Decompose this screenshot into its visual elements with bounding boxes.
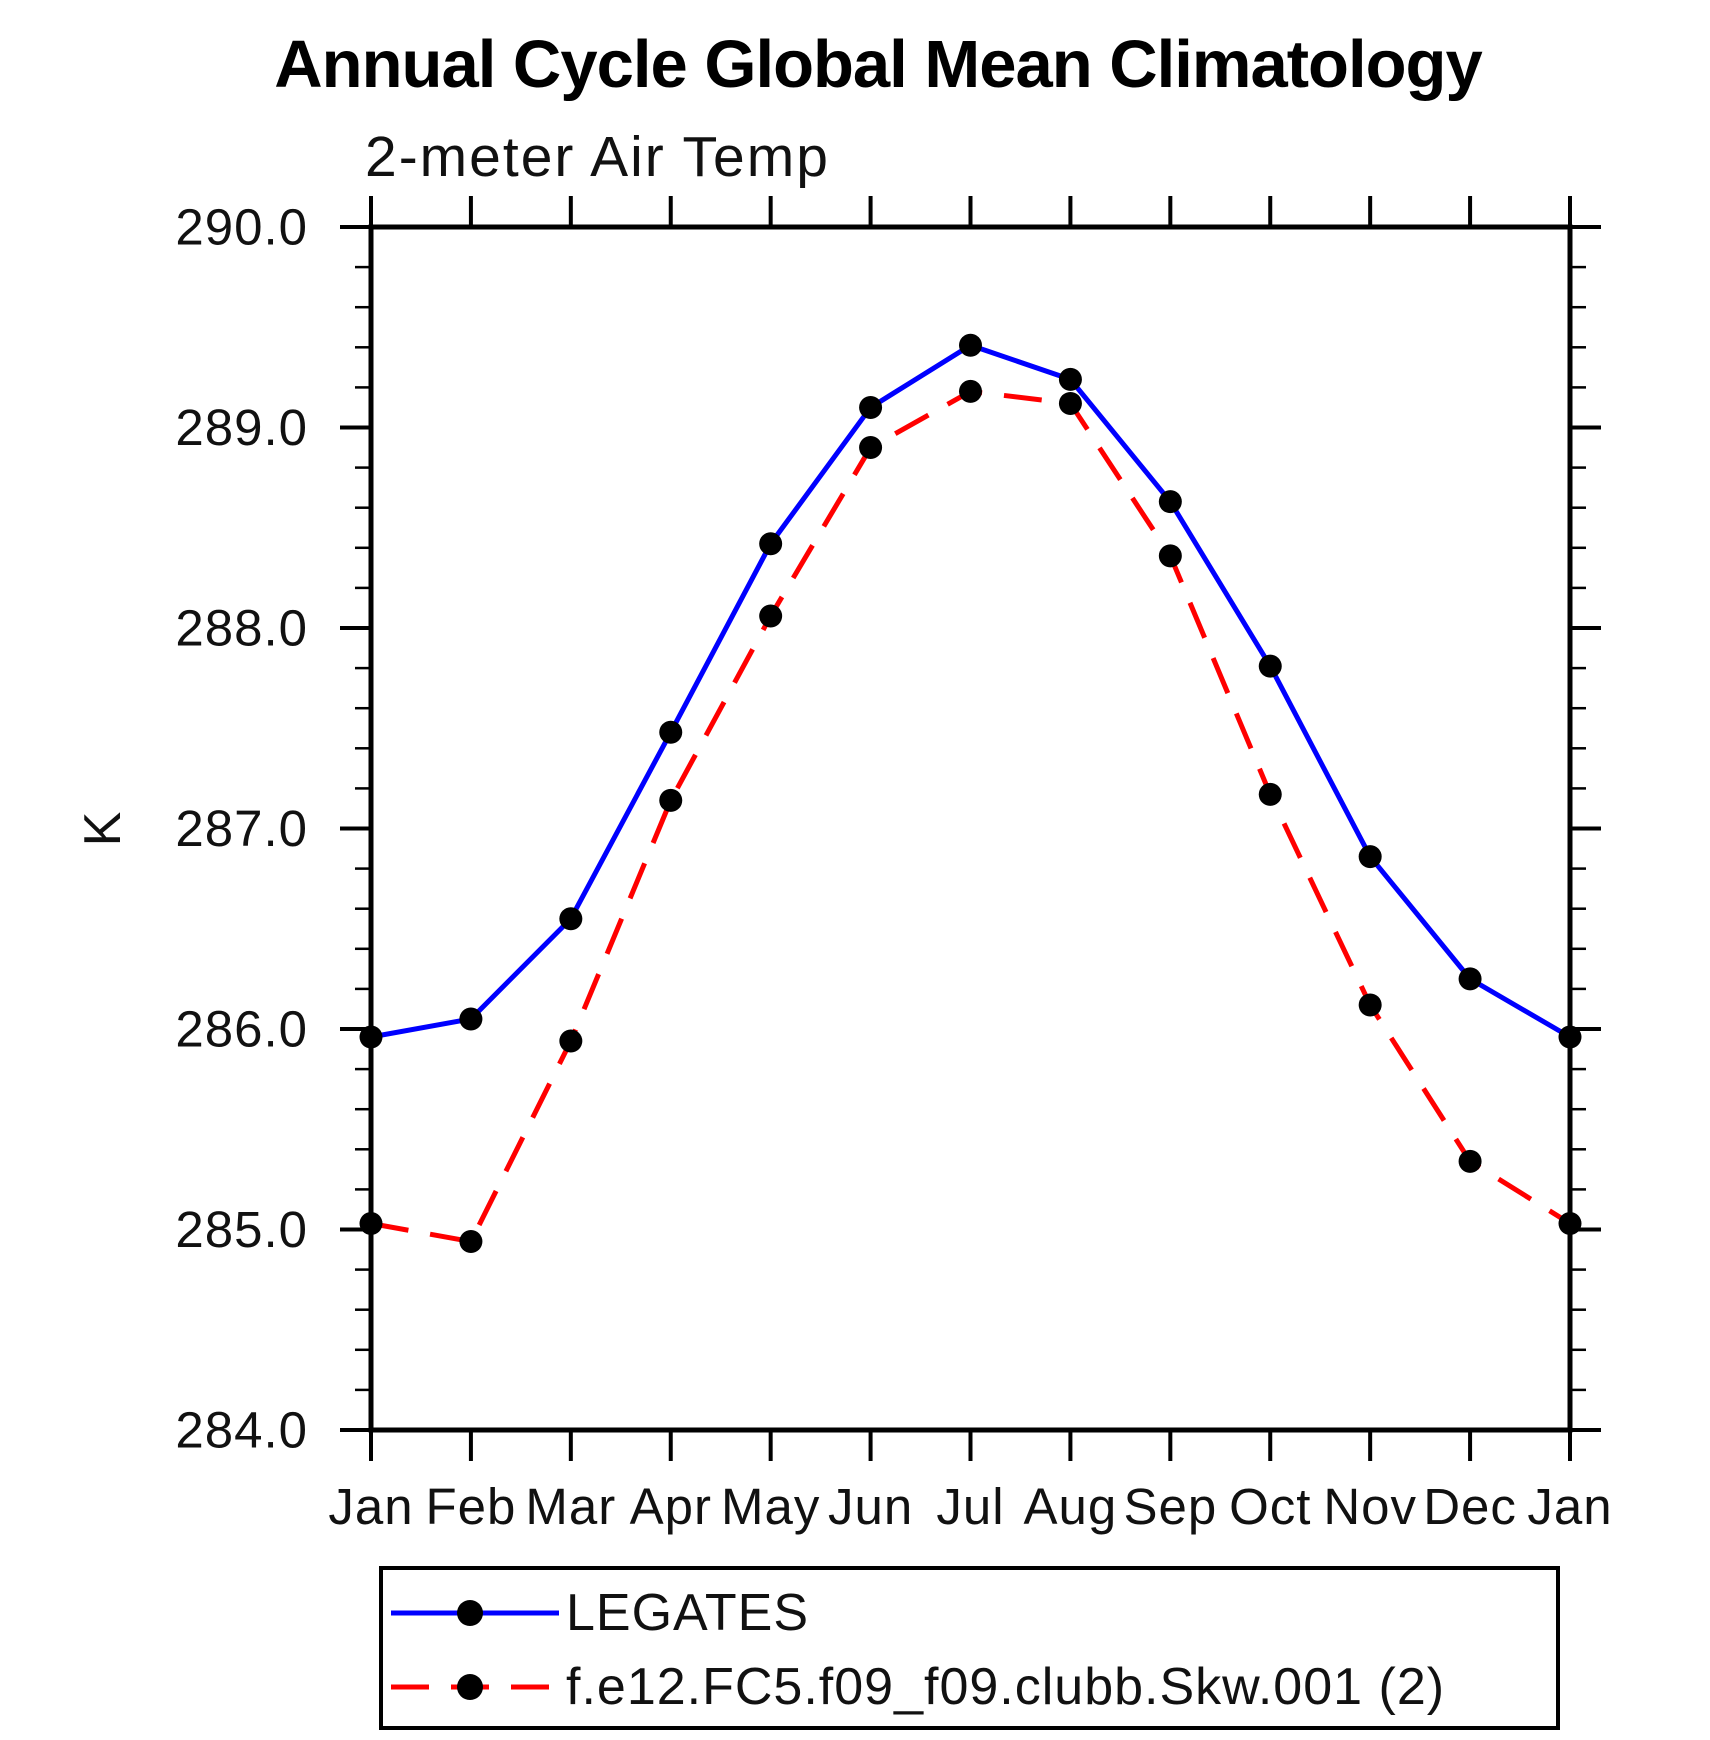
data-point-marker — [1458, 1149, 1482, 1173]
x-tick-label: Feb — [425, 1478, 516, 1535]
plot-box — [368, 224, 1573, 1433]
series-model — [359, 379, 1582, 1254]
data-series — [359, 333, 1582, 1254]
legend-box — [379, 1566, 1560, 1730]
x-tick-label: Nov — [1323, 1478, 1417, 1535]
data-point-marker — [759, 532, 783, 556]
x-tick-label: Sep — [1123, 1478, 1217, 1535]
data-point-marker — [1058, 391, 1082, 415]
data-point-marker — [859, 436, 883, 460]
y-tick-label: 287.0 — [175, 800, 308, 857]
data-point-marker — [959, 379, 982, 403]
data-point-marker — [1358, 993, 1382, 1017]
data-point-marker — [859, 395, 883, 419]
data-point-marker — [459, 1007, 483, 1031]
data-point-marker — [359, 1211, 383, 1235]
x-tick-label: Aug — [1024, 1478, 1118, 1535]
chart-subtitle: 2-meter Air Temp — [365, 125, 830, 189]
x-tick-label: Mar — [525, 1478, 616, 1535]
data-point-marker — [959, 333, 982, 357]
legend-label-legates: LEGATES — [566, 1584, 809, 1642]
legend-marker-dot — [457, 1674, 483, 1700]
data-point-marker — [1158, 490, 1182, 514]
legend-entry-legates: LEGATES — [391, 1584, 809, 1642]
data-point-marker — [459, 1230, 483, 1254]
data-point-marker — [1558, 1211, 1582, 1235]
series-line-dashed — [370, 388, 1572, 1245]
data-point-marker — [659, 788, 683, 812]
x-tick-label: Jul — [936, 1478, 1004, 1535]
data-point-marker — [1558, 1025, 1582, 1049]
x-tick-label: Oct — [1229, 1478, 1311, 1535]
x-tick-label: Apr — [630, 1478, 712, 1535]
data-point-marker — [1158, 544, 1182, 568]
legend-marker-dot — [457, 1600, 483, 1626]
data-point-marker — [1258, 782, 1282, 806]
legend: LEGATES f.e12.FC5.f09_f09.clubb.Skw.001 … — [379, 1566, 1560, 1730]
data-point-marker — [1058, 367, 1082, 391]
y-tick-label: 285.0 — [175, 1201, 308, 1258]
legend-entry-model: f.e12.FC5.f09_f09.clubb.Skw.001 (2) — [391, 1658, 1445, 1716]
x-tick-label: Jan — [1527, 1478, 1612, 1535]
data-point-marker — [759, 604, 783, 628]
axes: Jan Feb Mar Apr May Jun Jul Aug Sep Oct Nov Dec Jan2… — [175, 196, 1612, 1535]
x-tick-label: Jun — [828, 1478, 913, 1535]
series-legates — [359, 333, 1582, 1049]
y-axis-label: K — [74, 811, 132, 846]
data-point-marker — [1458, 967, 1482, 991]
data-point-marker — [359, 1025, 383, 1049]
x-tick-label: Jan — [328, 1478, 413, 1535]
page-title: Annual Cycle Global Mean Climatology — [274, 27, 1482, 102]
data-point-marker — [1358, 845, 1382, 869]
data-point-marker — [559, 1029, 583, 1053]
x-tick-label: May — [721, 1478, 820, 1535]
y-tick-label: 288.0 — [175, 600, 308, 657]
y-tick-label: 284.0 — [175, 1402, 308, 1459]
y-tick-label: 289.0 — [175, 399, 308, 456]
y-tick-label: 286.0 — [175, 1001, 308, 1058]
data-point-marker — [559, 907, 583, 931]
series-line-solid — [370, 342, 1572, 1040]
legend-label-model: f.e12.FC5.f09_f09.clubb.Skw.001 (2) — [566, 1658, 1445, 1716]
x-tick-label: Dec — [1423, 1478, 1517, 1535]
data-point-marker — [659, 720, 683, 744]
y-tick-label: 290.0 — [175, 199, 308, 256]
data-point-marker — [1258, 654, 1282, 678]
